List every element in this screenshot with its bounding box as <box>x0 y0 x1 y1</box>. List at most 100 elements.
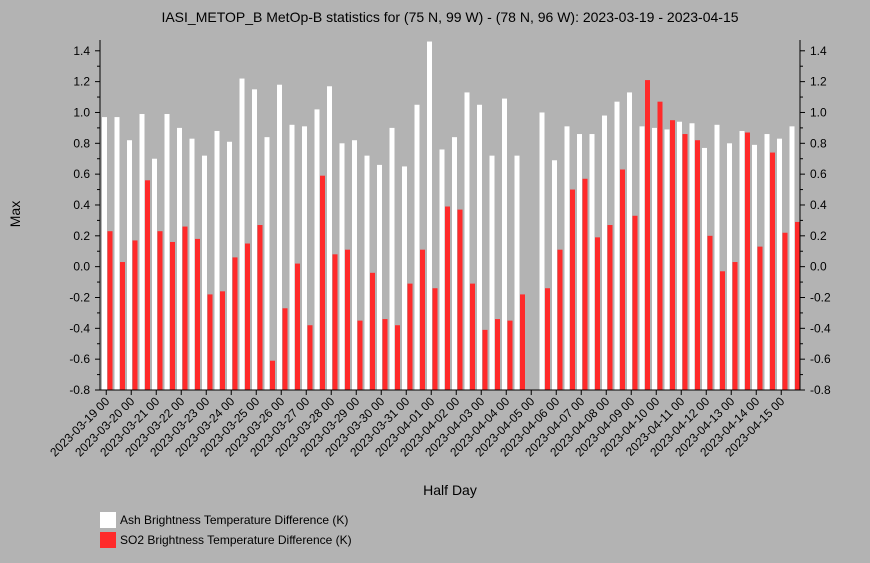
so2-bar <box>320 175 325 390</box>
y-tick-label-right: -0.2 <box>810 290 831 304</box>
so2-bar <box>245 243 250 390</box>
so2-bar <box>695 140 700 390</box>
so2-bar <box>720 271 725 390</box>
y-tick-label-left: 1.0 <box>73 105 90 119</box>
y-tick-label-right: -0.4 <box>810 321 831 335</box>
y-tick-label-left: 1.2 <box>73 75 90 89</box>
so2-bar <box>270 360 275 390</box>
y-tick-label-right: 0.8 <box>810 136 827 150</box>
so2-bar <box>445 206 450 390</box>
ash-bar <box>177 127 182 390</box>
so2-bar <box>682 134 688 390</box>
ash-bar <box>702 147 707 390</box>
ash-bar <box>289 124 295 391</box>
ash-bar <box>489 155 495 390</box>
ash-bar <box>514 155 520 390</box>
so2-bar <box>457 209 463 390</box>
y-tick-label-right: 0.2 <box>810 229 827 243</box>
so2-bar <box>707 235 713 390</box>
so2-bar <box>157 231 163 390</box>
ash-bar <box>664 129 670 390</box>
so2-bar <box>307 325 313 390</box>
so2-bar <box>620 169 625 390</box>
so2-bar <box>145 180 150 390</box>
ash-bar <box>464 92 470 391</box>
so2-bar <box>257 225 263 390</box>
ash-bar <box>627 92 632 391</box>
so2-bar <box>432 288 438 390</box>
y-tick-label-left: 0.0 <box>73 260 90 274</box>
legend-label-ash: Ash Brightness Temperature Difference (K… <box>120 513 349 527</box>
ash-bar <box>102 117 107 390</box>
ash-bar <box>214 130 220 390</box>
ash-bar <box>739 130 745 390</box>
so2-bar <box>570 189 575 390</box>
ash-bar <box>264 137 270 390</box>
y-tick-label-left: -0.4 <box>69 321 90 335</box>
ash-bar <box>477 104 482 390</box>
ash-bar <box>777 138 782 390</box>
ash-bar <box>302 126 307 390</box>
so2-bar <box>232 257 238 390</box>
so2-bar <box>782 232 788 390</box>
y-tick-label-right: -0.8 <box>810 383 831 397</box>
ash-bar <box>564 126 570 390</box>
ash-bar <box>152 158 157 390</box>
y-tick-label-left: -0.2 <box>69 290 90 304</box>
so2-bar <box>645 80 650 390</box>
so2-bar <box>670 120 675 391</box>
ash-bar <box>114 117 120 390</box>
ash-bar <box>277 84 282 391</box>
bars-group <box>102 41 800 391</box>
y-tick-label-right: 0.0 <box>810 260 827 274</box>
ash-bar <box>452 137 457 390</box>
legend-item-so2: SO2 Brightness Temperature Difference (K… <box>100 532 352 548</box>
legend: Ash Brightness Temperature Difference (K… <box>100 512 352 552</box>
so2-bar <box>132 240 138 390</box>
so2-bar <box>195 238 200 390</box>
so2-bar <box>482 329 488 390</box>
ash-bar <box>127 140 132 390</box>
y-axis-label: Max <box>7 200 23 228</box>
so2-bar <box>557 249 563 390</box>
y-tick-label-right: 1.0 <box>810 105 827 119</box>
y-tick-label-right: 1.4 <box>810 44 827 58</box>
so2-bar <box>607 225 613 390</box>
ash-bar <box>752 144 757 390</box>
ash-bar <box>689 123 695 390</box>
so2-bar <box>545 288 550 390</box>
ash-bar <box>602 115 607 391</box>
so2-bar <box>207 294 213 390</box>
y-tick-label-right: 0.6 <box>810 167 827 181</box>
ash-bar <box>439 149 445 390</box>
so2-bar <box>632 215 638 390</box>
y-tick-label-left: 1.4 <box>73 44 90 58</box>
legend-label-so2: SO2 Brightness Temperature Difference (K… <box>120 533 352 547</box>
ash-bar <box>339 143 345 390</box>
so2-bar <box>582 178 588 390</box>
legend-swatch-so2 <box>100 532 116 548</box>
ash-bar <box>502 98 507 390</box>
ash-bar <box>227 141 232 390</box>
so2-bar <box>520 294 525 390</box>
so2-bar <box>732 262 738 390</box>
ash-bar <box>577 134 582 390</box>
axes-group: 1.4 1.4 1.2 1.2 1.0 1.0 0.8 0.8 0.6 0.6 0.4 0.4 0.2 0… <box>47 40 831 459</box>
y-tick-label-right: 1.2 <box>810 75 827 89</box>
ash-bar <box>239 78 245 391</box>
so2-bar <box>420 249 425 390</box>
ash-bar <box>364 155 370 390</box>
so2-bar <box>745 132 750 390</box>
so2-bar <box>220 291 225 390</box>
ash-bar <box>677 121 682 390</box>
so2-bar <box>657 101 663 391</box>
so2-bar <box>495 319 500 390</box>
y-tick-label-right: 0.4 <box>810 198 827 212</box>
ash-bar <box>389 127 395 390</box>
so2-bar <box>295 263 300 390</box>
so2-bar <box>470 283 475 390</box>
so2-bar <box>407 283 413 390</box>
y-tick-label-left: 0.2 <box>73 229 90 243</box>
so2-bar <box>120 262 125 390</box>
